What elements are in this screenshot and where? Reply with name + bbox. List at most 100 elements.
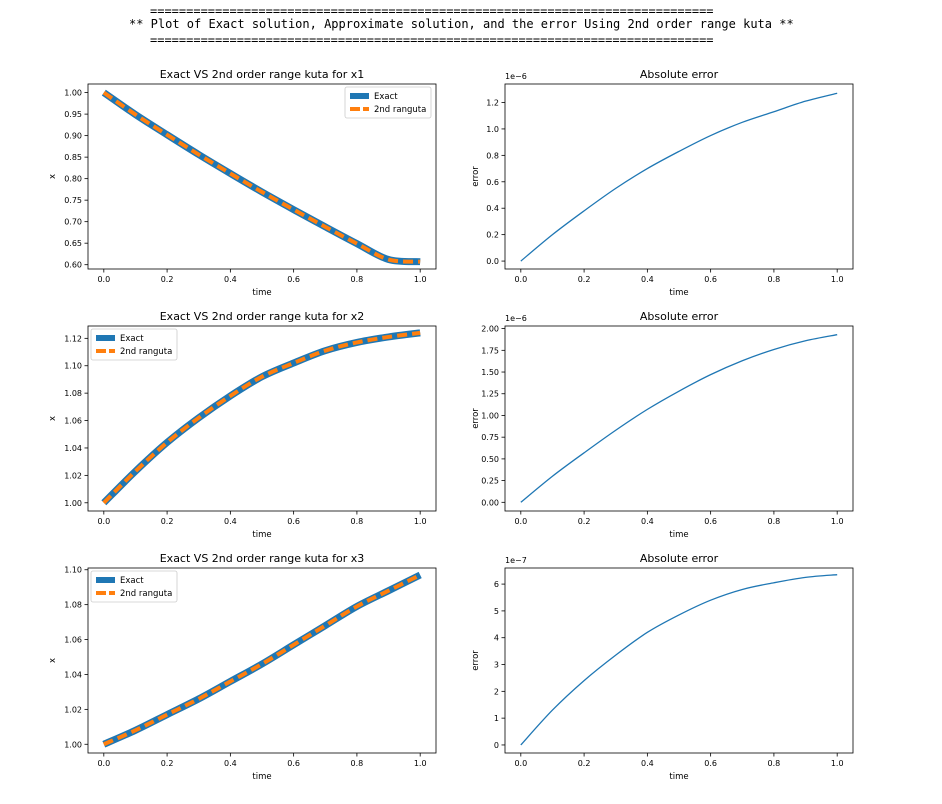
y-tick-label: 2 — [494, 687, 499, 696]
y-axis-label: x — [48, 658, 58, 663]
x-tick-label: 0.4 — [641, 517, 654, 526]
y-tick-label: 4 — [494, 634, 499, 643]
y-tick-label: 1.50 — [481, 368, 499, 377]
chart-title: Absolute error — [640, 310, 719, 323]
x-tick-label: 0.0 — [97, 517, 110, 526]
x-tick-label: 1.0 — [831, 759, 844, 768]
y-tick-label: 0.2 — [486, 231, 499, 240]
y-tick-label: 1.12 — [64, 334, 82, 343]
banner-rule-top: ========================================… — [150, 4, 714, 18]
x-tick-label: 0.0 — [514, 759, 527, 768]
x-tick-label: 0.6 — [704, 517, 717, 526]
y-tick-label: 1.02 — [64, 705, 82, 714]
chart-panel-5: Exact VS 2nd order range kuta for x3 0.0 0… — [48, 552, 437, 782]
x-tick-label: 0.4 — [641, 275, 654, 284]
y-axis-label: error — [471, 166, 481, 187]
chart-panel-1: Exact VS 2nd order range kuta for x1 0.0 0… — [48, 68, 437, 298]
y-axis-label: x — [48, 416, 58, 421]
legend: Exact 2nd ranguta — [90, 570, 178, 603]
y-tick-label: 5 — [494, 607, 499, 616]
axis-offset-label: 1e−6 — [505, 72, 527, 81]
x-axis-label: time — [252, 288, 271, 298]
y-tick-label: 0.0 — [486, 257, 499, 266]
y-tick-label: 1.2 — [486, 99, 499, 108]
y-tick-label: 0.65 — [64, 239, 82, 248]
y-tick-label: 0.8 — [486, 151, 499, 160]
series-line-exact — [102, 571, 422, 748]
y-tick-label: 1 — [494, 714, 499, 723]
legend-label-exact: Exact — [120, 334, 144, 344]
y-tick-label: 0.70 — [64, 218, 82, 227]
y-tick-label: 0.25 — [481, 477, 499, 486]
x-tick-label: 1.0 — [414, 759, 427, 768]
x-tick-label: 0.2 — [161, 517, 174, 526]
y-tick-label: 1.00 — [481, 411, 499, 420]
axes-frame — [87, 83, 437, 270]
y-tick-label: 0.6 — [486, 178, 499, 187]
y-tick-label: 1.08 — [64, 601, 82, 610]
x-tick-label: 0.0 — [97, 759, 110, 768]
y-tick-label: 1.08 — [64, 389, 82, 398]
y-tick-label: 0.75 — [64, 196, 82, 205]
legend: Exact 2nd ranguta — [90, 328, 178, 361]
x-axis-label: time — [252, 772, 271, 782]
banner-title: ** Plot of Exact solution, Approximate s… — [129, 17, 794, 31]
chart-panel-3: Exact VS 2nd order range kuta for x2 0.0 0… — [48, 310, 437, 540]
banner: ========================================… — [0, 4, 942, 60]
chart-title: Absolute error — [640, 552, 719, 565]
chart-panel-6: Absolute error 1e−7 0.0 0.2 0.4 0.6 0.8 1.0 0 1 2 3… — [471, 552, 854, 782]
legend-label-approx: 2nd ranguta — [120, 589, 172, 599]
axes-frame — [87, 567, 437, 754]
axis-offset-label: 1e−7 — [505, 556, 527, 565]
legend: Exact 2nd ranguta — [344, 86, 432, 119]
y-tick-label: 1.00 — [64, 740, 82, 749]
chart-panel-2: Absolute error 1e−6 0.0 0.2 0.4 0.6 0.8 1.0 0.0 0… — [471, 68, 854, 298]
axes-frame — [504, 567, 854, 754]
y-tick-label: 3 — [494, 661, 499, 670]
x-tick-label: 0.2 — [578, 275, 591, 284]
series-line-error — [520, 574, 838, 746]
y-tick-label: 1.0 — [486, 125, 499, 134]
y-tick-label: 1.75 — [481, 346, 499, 355]
y-tick-label: 1.25 — [481, 390, 499, 399]
y-tick-label: 0.80 — [64, 175, 82, 184]
y-tick-label: 1.06 — [64, 417, 82, 426]
y-tick-label: 0.85 — [64, 153, 82, 162]
x-tick-label: 1.0 — [414, 517, 427, 526]
y-tick-label: 1.10 — [64, 566, 82, 575]
y-tick-label: 1.04 — [64, 444, 82, 453]
y-tick-label: 0.60 — [64, 261, 82, 270]
x-tick-label: 0.2 — [578, 517, 591, 526]
legend-label-exact: Exact — [374, 92, 398, 102]
y-axis-label: error — [471, 650, 481, 671]
x-tick-label: 0.6 — [704, 275, 717, 284]
y-tick-label: 1.06 — [64, 636, 82, 645]
x-tick-label: 0.4 — [641, 759, 654, 768]
axes-frame — [504, 325, 854, 512]
chart-title: Exact VS 2nd order range kuta for x3 — [160, 552, 365, 565]
axis-offset-label: 1e−6 — [505, 314, 527, 323]
axes-frame — [504, 83, 854, 270]
x-tick-label: 0.4 — [224, 759, 237, 768]
x-axis-label: time — [669, 530, 688, 540]
y-tick-label: 0.00 — [481, 498, 499, 507]
y-tick-label: 1.00 — [64, 89, 82, 98]
x-tick-label: 0.8 — [768, 275, 781, 284]
x-axis-label: time — [669, 288, 688, 298]
x-tick-label: 0.8 — [351, 517, 364, 526]
series-line-error — [520, 334, 838, 503]
x-tick-label: 0.2 — [578, 759, 591, 768]
y-tick-label: 0.95 — [64, 110, 82, 119]
x-tick-label: 0.6 — [287, 517, 300, 526]
x-tick-label: 1.0 — [831, 275, 844, 284]
y-tick-label: 0.90 — [64, 132, 82, 141]
x-axis-label: time — [252, 530, 271, 540]
chart-title: Exact VS 2nd order range kuta for x2 — [160, 310, 365, 323]
x-tick-label: 0.8 — [768, 759, 781, 768]
x-tick-label: 0.2 — [161, 275, 174, 284]
x-tick-label: 0.6 — [287, 759, 300, 768]
x-tick-label: 0.2 — [161, 759, 174, 768]
series-line-approx — [102, 330, 421, 505]
legend-label-approx: 2nd ranguta — [374, 105, 426, 115]
x-tick-label: 0.8 — [768, 517, 781, 526]
